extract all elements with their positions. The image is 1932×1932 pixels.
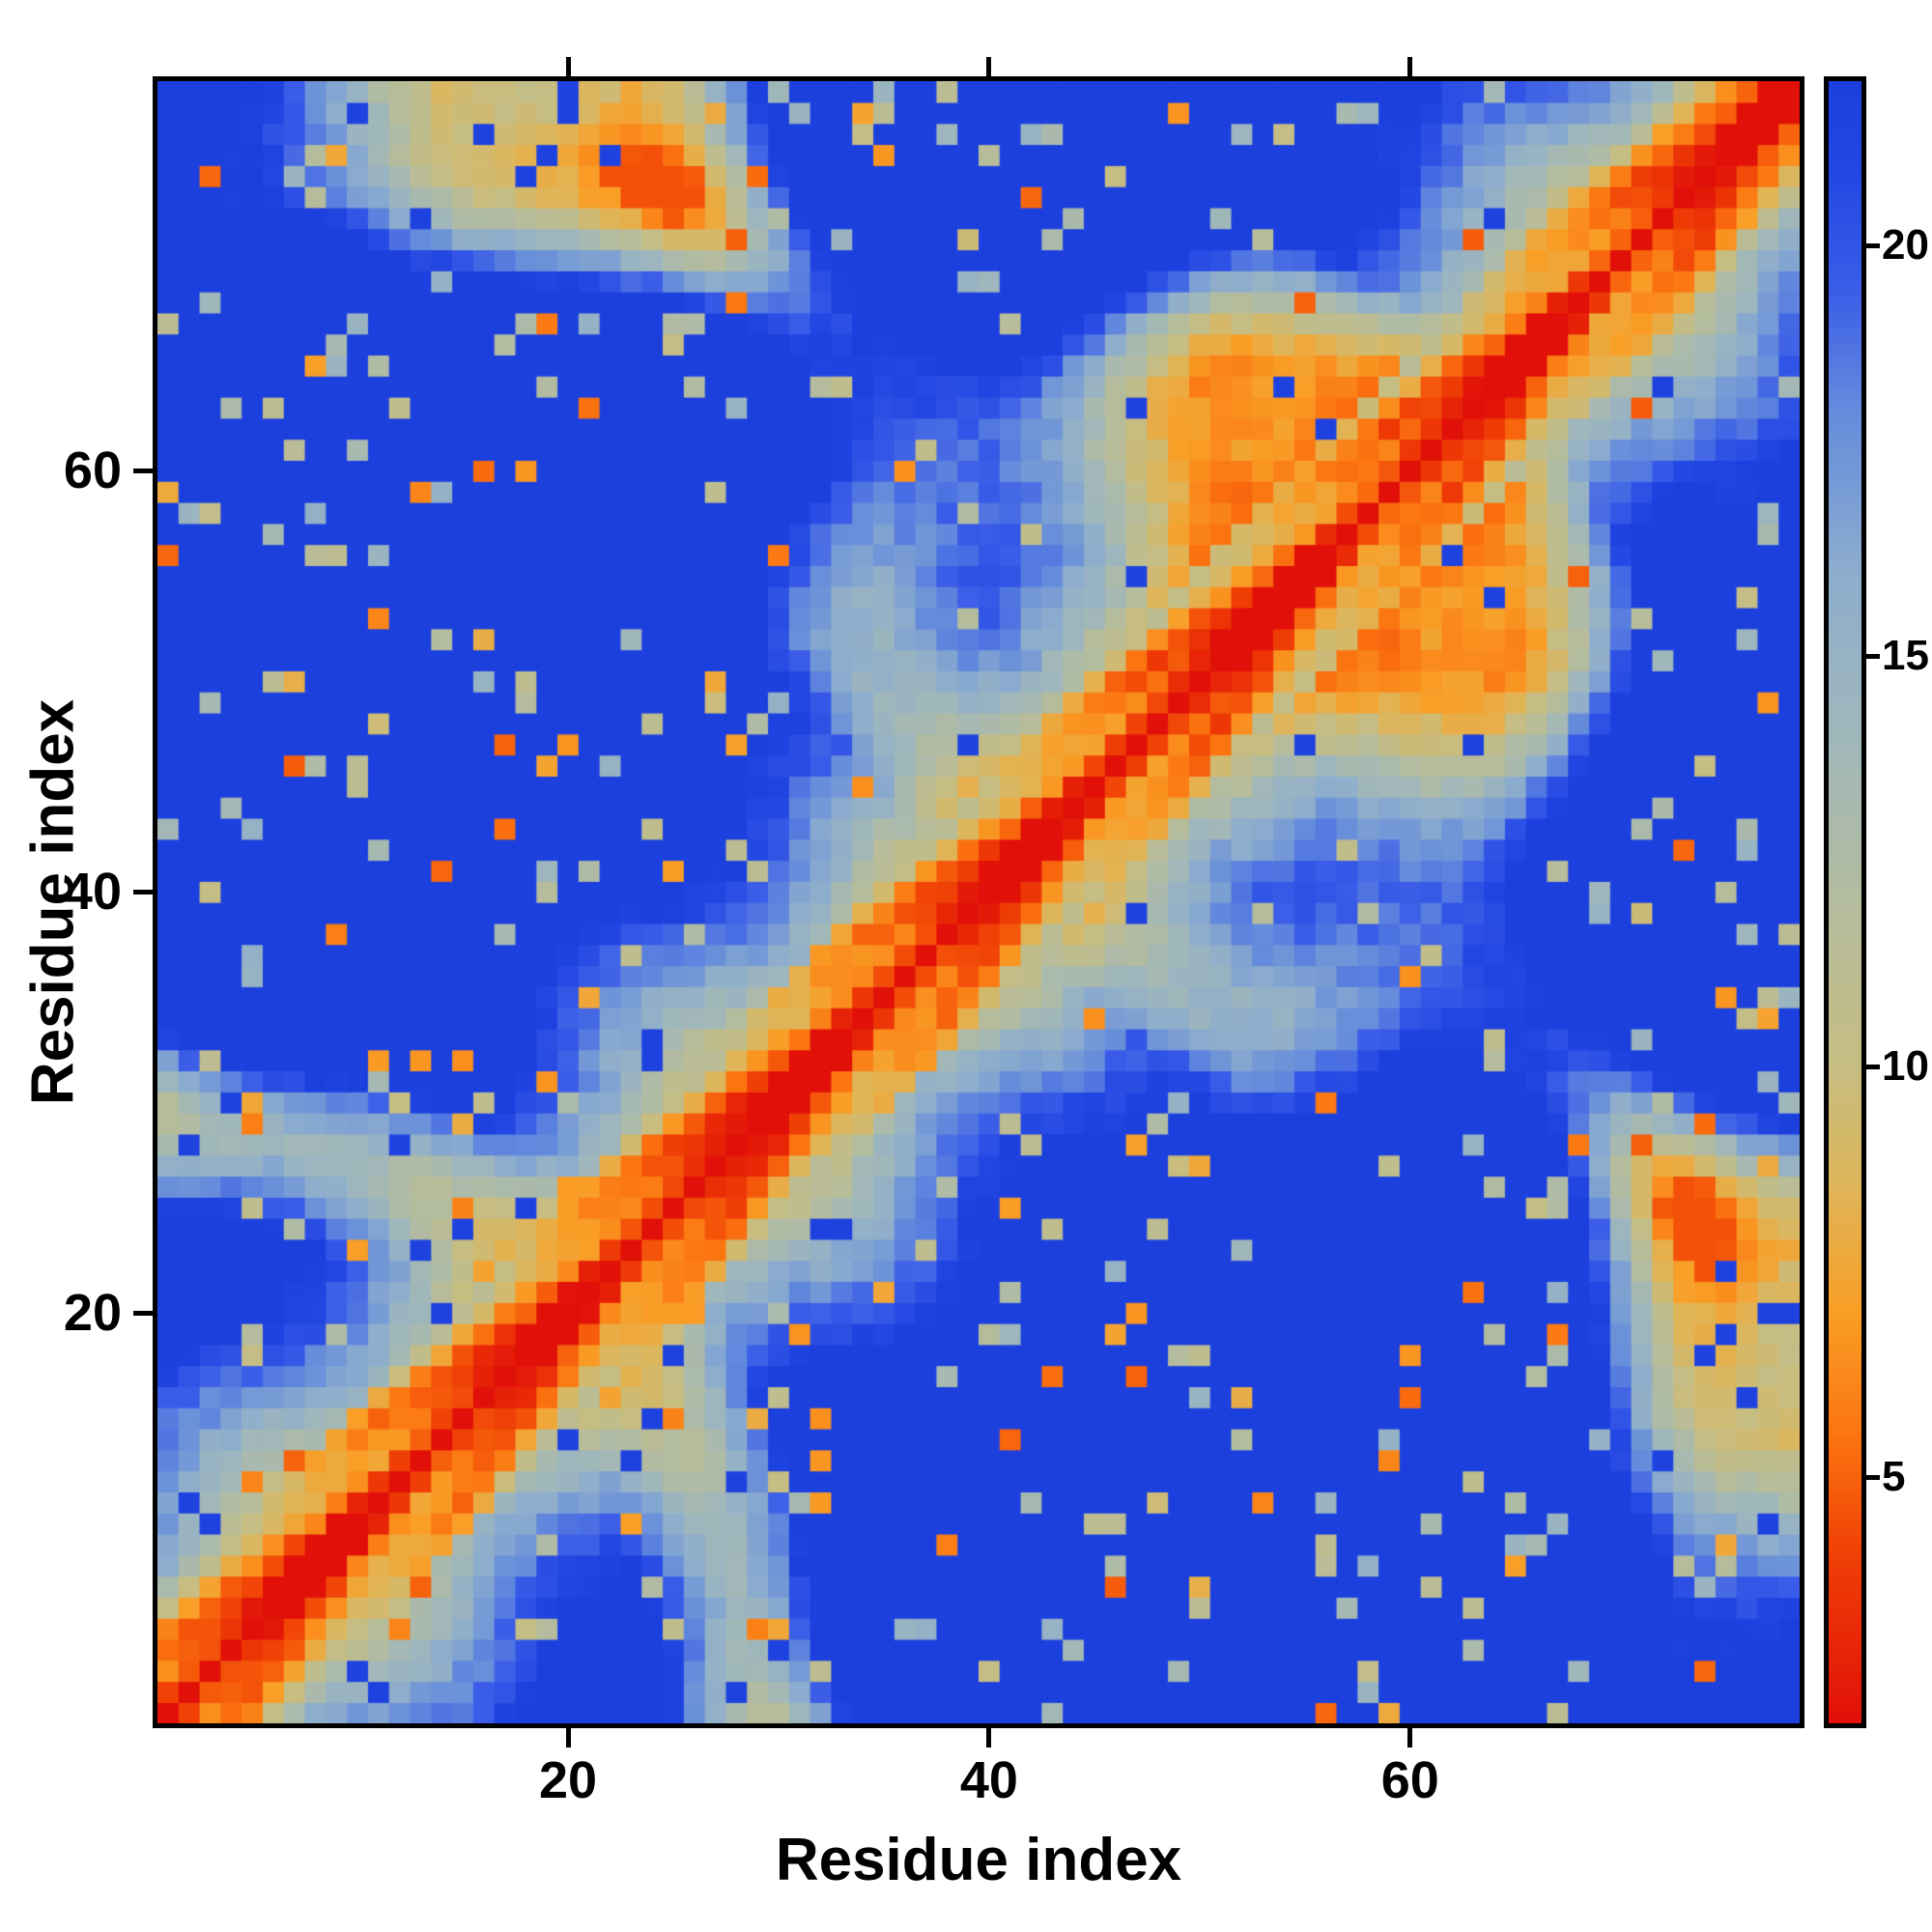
colorbar xyxy=(1824,76,1866,1728)
x-tick-mark-top xyxy=(1407,57,1413,76)
colorbar-tick-label: 15 xyxy=(1882,632,1929,679)
colorbar-tick-label: 20 xyxy=(1882,221,1929,269)
x-tick-mark xyxy=(1407,1728,1413,1747)
x-tick-mark xyxy=(986,1728,992,1747)
x-tick-label: 40 xyxy=(959,1751,1018,1809)
x-tick-mark-top xyxy=(565,57,571,76)
x-tick-mark-top xyxy=(986,57,992,76)
y-axis-title: Residue index xyxy=(19,698,87,1106)
x-tick-label: 20 xyxy=(538,1751,598,1809)
colorbar-tick-label: 10 xyxy=(1882,1042,1929,1090)
y-tick-mark xyxy=(133,1310,153,1316)
y-tick-label: 60 xyxy=(63,441,122,500)
y-tick-mark xyxy=(133,468,153,473)
colorbar-tick-mark xyxy=(1866,1474,1880,1480)
x-tick-label: 60 xyxy=(1380,1751,1439,1809)
heatmap-canvas xyxy=(157,81,1800,1723)
colorbar-tick-mark xyxy=(1866,1064,1880,1069)
y-tick-mark xyxy=(133,889,153,895)
colorbar-canvas xyxy=(1829,81,1861,1723)
colorbar-tick-mark xyxy=(1866,242,1880,248)
colorbar-tick-mark xyxy=(1866,653,1880,659)
heatmap-plot xyxy=(153,76,1804,1728)
colorbar-tick-label: 5 xyxy=(1882,1453,1906,1500)
y-tick-label: 20 xyxy=(63,1284,122,1342)
y-tick-label: 40 xyxy=(63,863,122,922)
x-axis-title: Residue index xyxy=(775,1827,1182,1893)
x-tick-mark xyxy=(565,1728,571,1747)
